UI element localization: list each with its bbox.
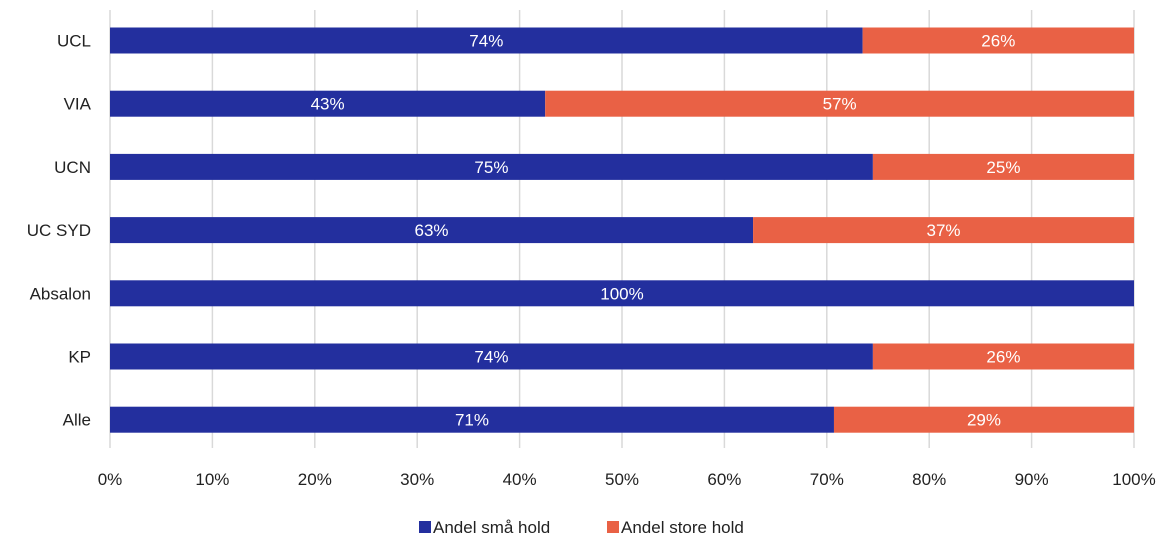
x-tick-label: 60% (707, 470, 741, 489)
bar-segment (110, 153, 873, 180)
x-tick-label: 20% (298, 470, 332, 489)
category-label: Alle (63, 411, 91, 430)
bar-value-label: 43% (311, 95, 345, 114)
bar-segment (110, 406, 834, 433)
bar-segment (545, 90, 1134, 117)
bar-segment (110, 280, 1134, 307)
bar-segment (753, 217, 1134, 244)
category-labels: UCL VIA UCN UC SYD Absalon KP Alle (27, 32, 92, 430)
bar-value-label: 37% (927, 221, 961, 240)
x-tick-label: 70% (810, 470, 844, 489)
x-tick-label: 50% (605, 470, 639, 489)
bar-value-label: 74% (469, 32, 503, 51)
bar-segment (110, 217, 754, 244)
bar-segment (110, 90, 546, 117)
bar-segment (833, 406, 1134, 433)
bar-value-label: 75% (474, 158, 508, 177)
x-tick-label: 80% (912, 470, 946, 489)
bar-segment (872, 343, 1134, 370)
category-label: KP (68, 348, 91, 367)
bar-segment (872, 153, 1134, 180)
category-label: UCL (57, 32, 91, 51)
bars: 74% 26% 43% 57% 75% 25% 63% 37% 100% 74% 26% 71% 29% (110, 27, 1134, 433)
bar-value-label: 71% (455, 411, 489, 430)
legend-swatch (607, 521, 619, 533)
bar-value-label: 25% (986, 158, 1020, 177)
x-tick-label: 100% (1112, 470, 1155, 489)
legend: Andel små hold Andel store hold (419, 518, 744, 537)
x-tick-labels: 0% 10% 20% 30% 40% 50% 60% 70% 80% 90% 100% (98, 470, 1156, 489)
x-tick-label: 10% (195, 470, 229, 489)
bar-value-label: 100% (600, 284, 643, 303)
bar-value-label: 57% (823, 95, 857, 114)
x-tick-label: 40% (503, 470, 537, 489)
x-tick-label: 0% (98, 470, 123, 489)
bar-value-label: 29% (967, 411, 1001, 430)
bar-segment (110, 27, 863, 54)
bar-segment (862, 27, 1134, 54)
legend-label: Andel små hold (433, 518, 550, 537)
bar-segment (110, 343, 873, 370)
category-label: Absalon (30, 284, 91, 303)
legend-label: Andel store hold (621, 518, 744, 537)
category-label: UCN (54, 158, 91, 177)
bar-value-label: 74% (474, 348, 508, 367)
category-label: UC SYD (27, 221, 91, 240)
bar-value-label: 26% (986, 348, 1020, 367)
x-tick-label: 90% (1015, 470, 1049, 489)
legend-swatch (419, 521, 431, 533)
bar-value-label: 26% (981, 32, 1015, 51)
x-tick-label: 30% (400, 470, 434, 489)
category-label: VIA (64, 95, 92, 114)
bar-value-label: 63% (415, 221, 449, 240)
